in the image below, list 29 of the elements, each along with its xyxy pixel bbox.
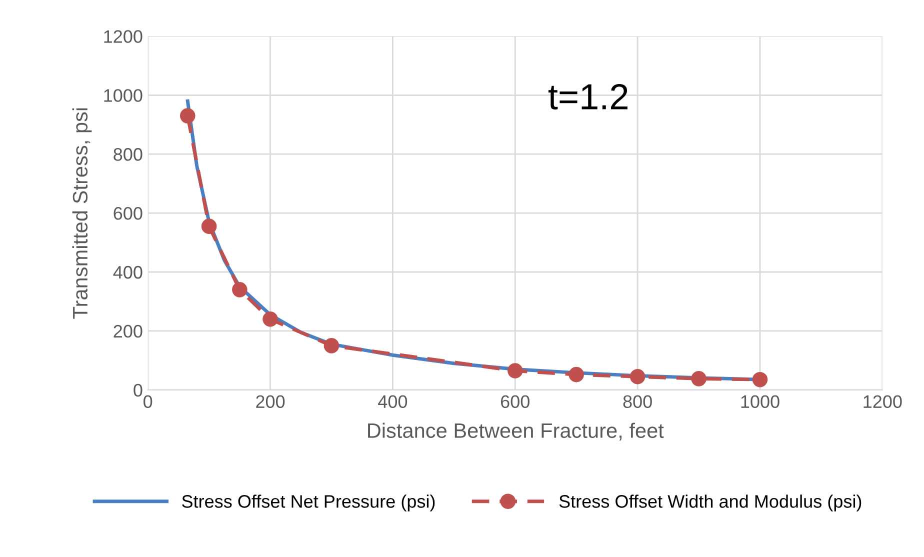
x-axis-title: Distance Between Fracture, feet [368, 422, 664, 440]
legend-label: Stress Offset Width and Modulus (psi) [559, 494, 862, 512]
y-tick-label: 0 [134, 384, 142, 397]
y-tick-label: 1000 [104, 89, 142, 102]
x-tick-label: 200 [256, 395, 285, 408]
y-axis-title: Transmitted Stress, psi [72, 108, 92, 319]
y-tick-label: 600 [114, 206, 142, 220]
point [232, 282, 248, 298]
y-tick-label: 1200 [104, 30, 142, 43]
x-tick-label: 1000 [741, 395, 780, 408]
annotation: t=1.2 [548, 84, 628, 110]
point [752, 372, 768, 388]
x-tick-label: 600 [500, 395, 530, 408]
x-tick-label: 800 [623, 395, 652, 408]
y-tick-label: 200 [114, 324, 142, 338]
point [324, 338, 340, 354]
point [507, 363, 523, 378]
point [201, 218, 217, 234]
point [691, 371, 706, 386]
x-tick-label: 1200 [864, 395, 902, 408]
point [180, 108, 196, 124]
x-tick-label: 400 [378, 395, 408, 408]
point [630, 368, 646, 384]
y-tick-label: 400 [113, 266, 142, 279]
point [568, 366, 584, 382]
legend-label: Stress Offset Net Pressure (psi) [182, 494, 435, 512]
x-tick-label: 0 [144, 395, 152, 408]
point [262, 312, 278, 327]
y-tick-label: 800 [114, 148, 142, 161]
